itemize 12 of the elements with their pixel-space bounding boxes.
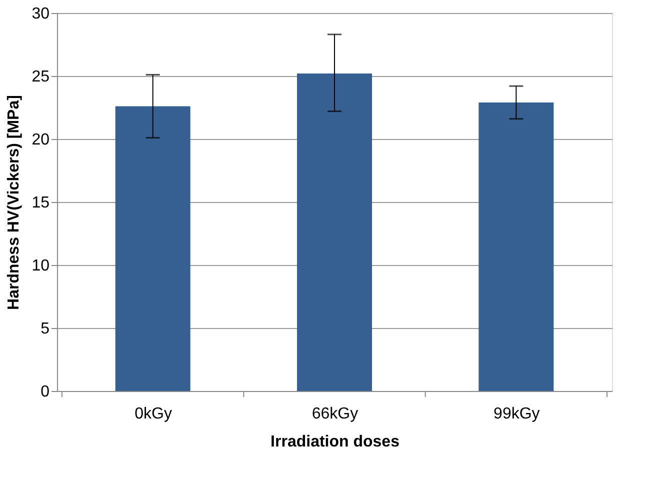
y-tick-label: 10 bbox=[32, 258, 50, 274]
x-axis-title: Irradiation doses bbox=[270, 434, 400, 450]
y-tick-label: 5 bbox=[40, 320, 50, 338]
x-tick-label: 66kGy bbox=[312, 406, 358, 422]
y-tick-label: 25 bbox=[32, 68, 50, 86]
x-tick-label: 99kGy bbox=[494, 406, 540, 422]
y-tick-label: 20 bbox=[32, 132, 50, 148]
y-tick-label: 30 bbox=[32, 6, 50, 22]
y-tick-label: 15 bbox=[32, 194, 50, 212]
y-axis-title: Hardness HV(Vickers) [MPa] bbox=[6, 95, 23, 310]
x-tick-label: 0kGy bbox=[134, 406, 172, 422]
y-tick-label: 0 bbox=[40, 384, 50, 400]
